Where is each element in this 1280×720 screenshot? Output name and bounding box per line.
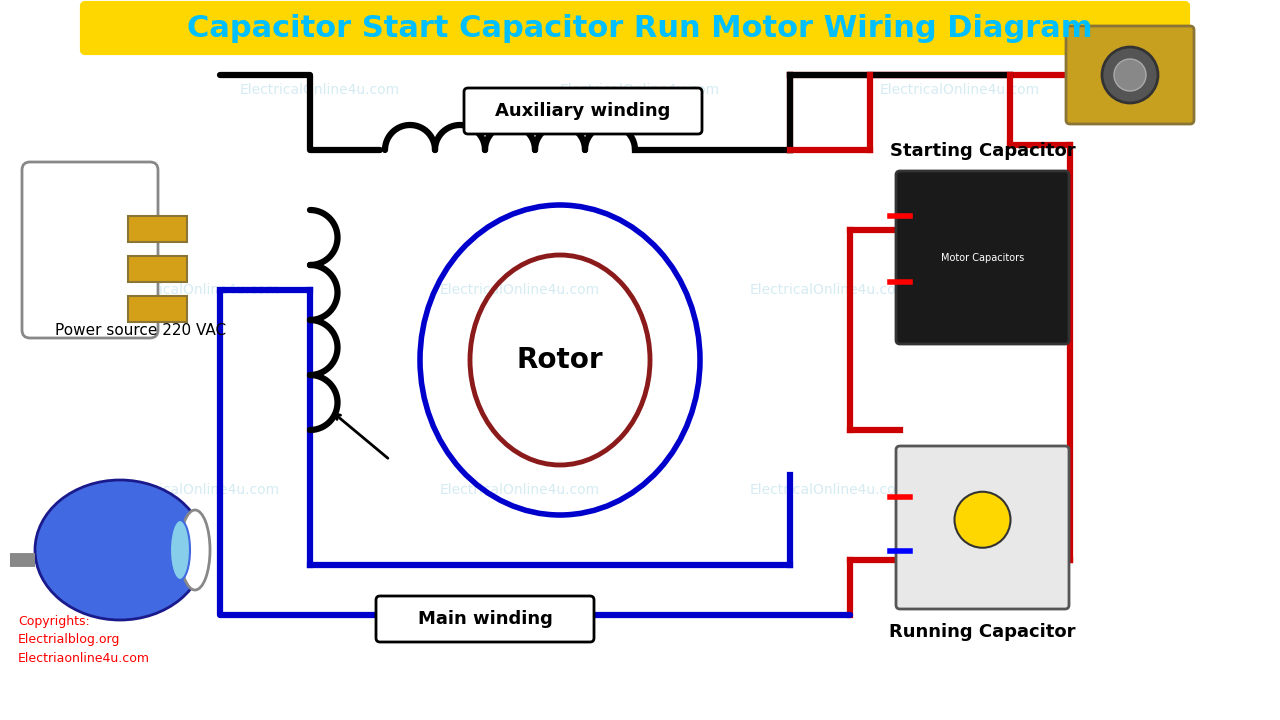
FancyBboxPatch shape bbox=[128, 216, 187, 242]
Circle shape bbox=[1102, 47, 1158, 103]
Text: Auxiliary winding: Auxiliary winding bbox=[495, 102, 671, 120]
Text: Rotor: Rotor bbox=[517, 346, 603, 374]
FancyBboxPatch shape bbox=[376, 596, 594, 642]
Text: Motor Capacitors: Motor Capacitors bbox=[941, 253, 1024, 263]
FancyBboxPatch shape bbox=[1066, 26, 1194, 124]
Text: ElectricalOnline4u.com: ElectricalOnline4u.com bbox=[750, 483, 910, 497]
Text: Starting Capacitor: Starting Capacitor bbox=[890, 142, 1075, 160]
Text: ElectricalOnline4u.com: ElectricalOnline4u.com bbox=[559, 83, 721, 97]
Text: ElectricalOnline4u.com: ElectricalOnline4u.com bbox=[239, 83, 401, 97]
FancyBboxPatch shape bbox=[128, 296, 187, 322]
Circle shape bbox=[1114, 59, 1146, 91]
Text: Running Capacitor: Running Capacitor bbox=[890, 623, 1075, 641]
Text: ElectricalOnline4u.com: ElectricalOnline4u.com bbox=[440, 283, 600, 297]
FancyBboxPatch shape bbox=[465, 88, 701, 134]
Ellipse shape bbox=[170, 520, 189, 580]
Text: ElectricalOnline4u.com: ElectricalOnline4u.com bbox=[750, 283, 910, 297]
Text: ElectricalOnline4u.com: ElectricalOnline4u.com bbox=[120, 283, 280, 297]
Text: Capacitor Start Capacitor Run Motor Wiring Diagram: Capacitor Start Capacitor Run Motor Wiri… bbox=[187, 14, 1093, 42]
Ellipse shape bbox=[35, 480, 205, 620]
FancyBboxPatch shape bbox=[896, 171, 1069, 344]
Text: Copyrights:
Electrialblog.org
Electriaonline4u.com: Copyrights: Electrialblog.org Electriaon… bbox=[18, 616, 150, 665]
Ellipse shape bbox=[180, 510, 210, 590]
Text: ElectricalOnline4u.com: ElectricalOnline4u.com bbox=[879, 83, 1041, 97]
Text: ElectricalOnline4u.com: ElectricalOnline4u.com bbox=[120, 483, 280, 497]
Circle shape bbox=[955, 492, 1010, 548]
FancyBboxPatch shape bbox=[82, 3, 1188, 53]
Text: Main winding: Main winding bbox=[417, 610, 553, 628]
Text: Power source 220 VAC: Power source 220 VAC bbox=[55, 323, 227, 338]
FancyBboxPatch shape bbox=[22, 162, 157, 338]
Text: ElectricalOnline4u.com: ElectricalOnline4u.com bbox=[440, 483, 600, 497]
FancyBboxPatch shape bbox=[128, 256, 187, 282]
FancyBboxPatch shape bbox=[896, 446, 1069, 609]
